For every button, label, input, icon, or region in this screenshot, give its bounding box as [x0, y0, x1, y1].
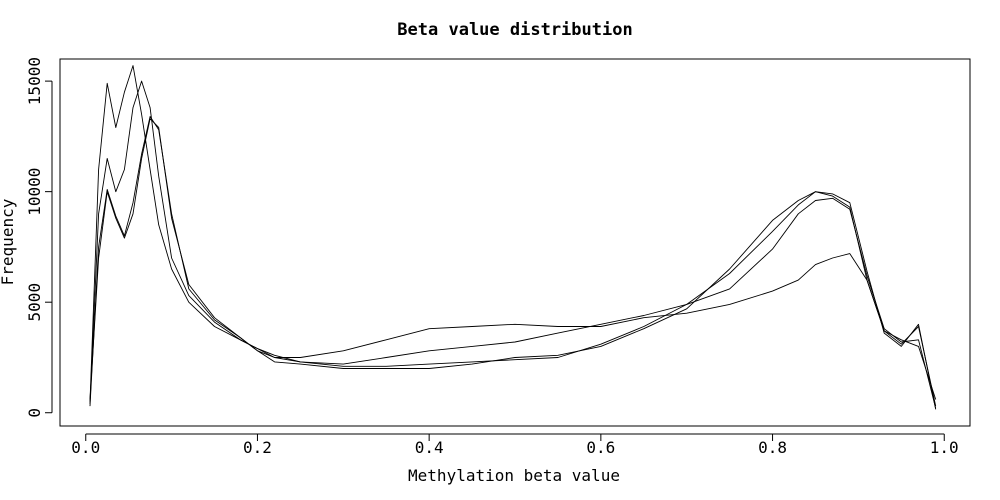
chart-title: Beta value distribution: [397, 20, 632, 40]
y-tick-label: 15000: [25, 57, 44, 105]
x-axis-label: Methylation beta value: [408, 466, 620, 485]
series-lines: [89, 65, 937, 410]
y-axis: 0 5000 10000 15000: [25, 57, 53, 418]
series-line: [89, 118, 937, 407]
y-tick-label: 10000: [25, 168, 44, 216]
x-tick-label: 0.2: [243, 438, 272, 457]
series-line: [89, 65, 937, 409]
y-tick-label: 5000: [25, 283, 44, 322]
series-line: [89, 80, 937, 404]
series-line: [89, 116, 937, 410]
x-axis: 0.0 0.2 0.4 0.6 0.8 1.0: [71, 433, 959, 457]
y-axis-label: Frequency: [0, 198, 17, 285]
x-tick-label: 0.4: [415, 438, 444, 457]
plot-frame: [59, 58, 971, 427]
x-tick-label: 0.6: [586, 438, 615, 457]
y-tick-label: 0: [25, 408, 44, 418]
x-tick-label: 0.8: [758, 438, 787, 457]
x-tick-label: 1.0: [930, 438, 959, 457]
x-tick-label: 0.0: [71, 438, 100, 457]
